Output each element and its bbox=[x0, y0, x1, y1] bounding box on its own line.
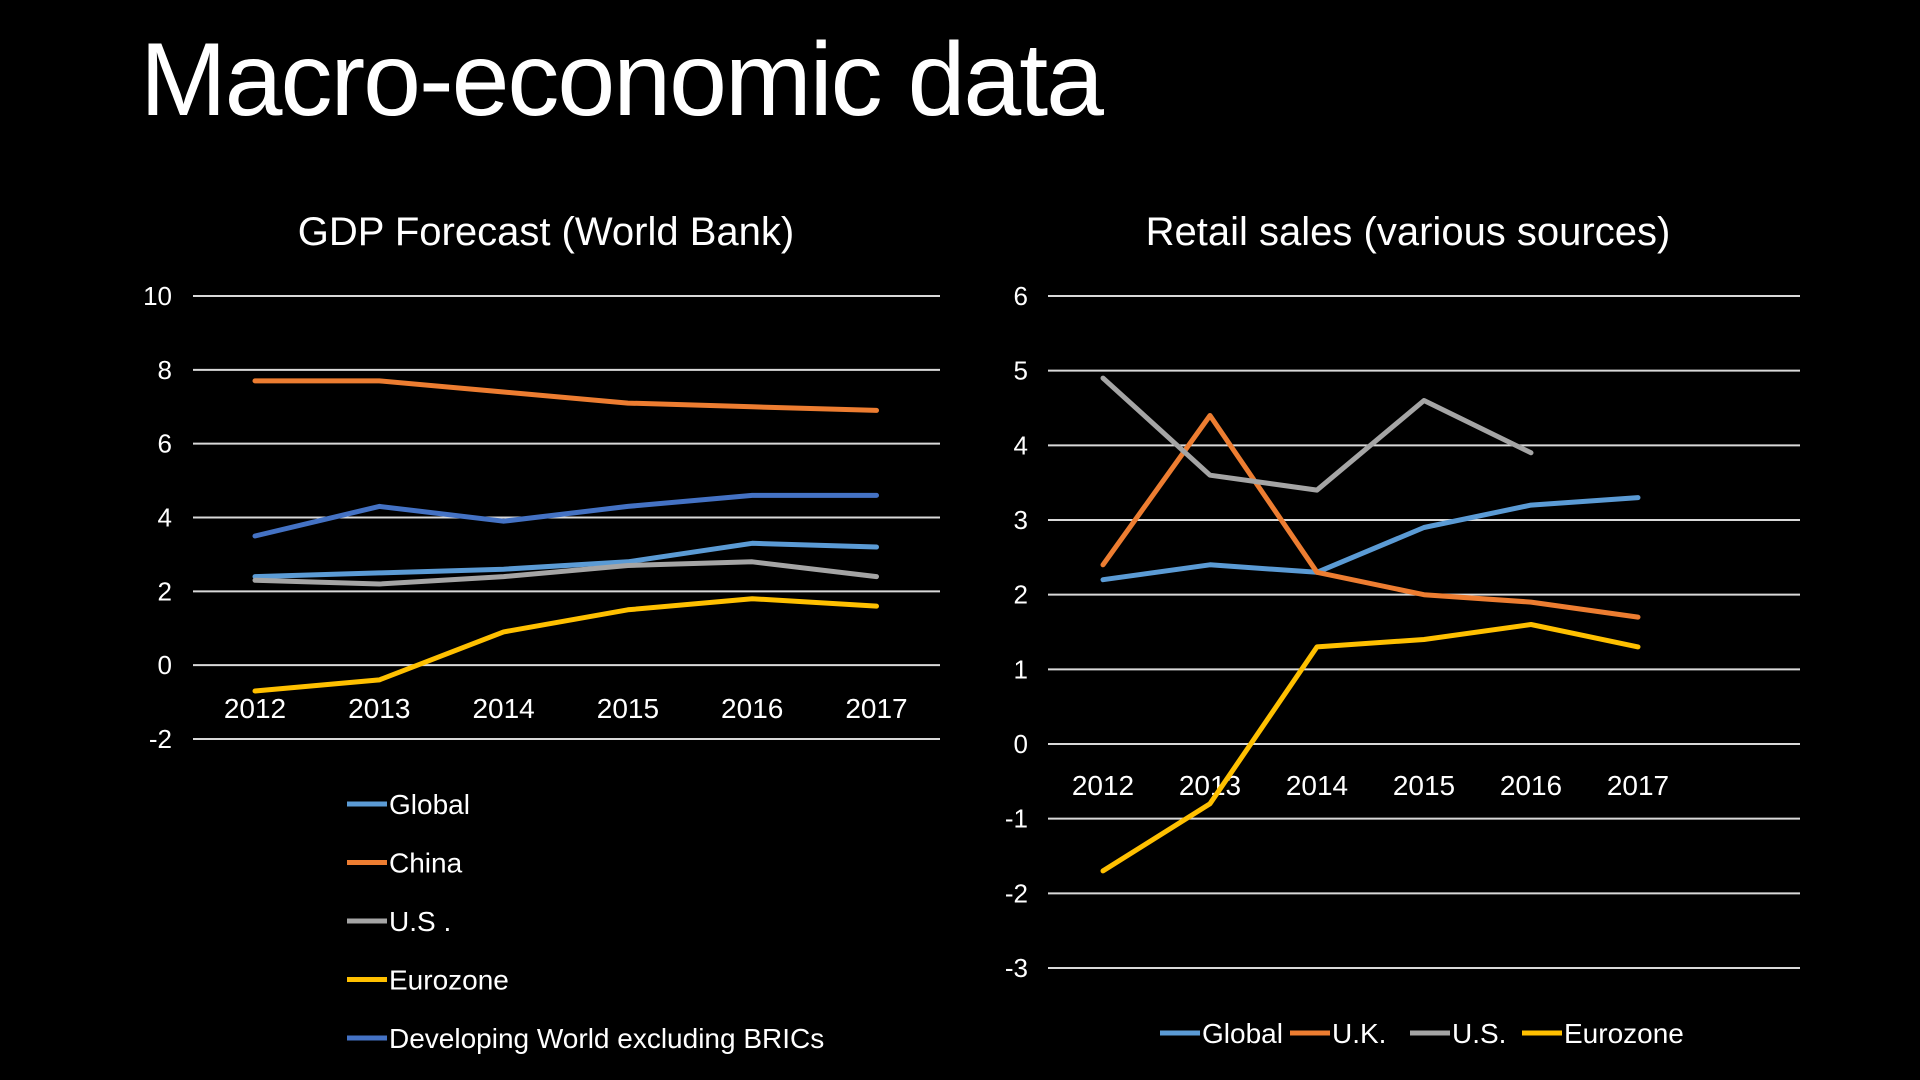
legend-label-global: Global bbox=[1202, 1018, 1283, 1049]
legend-label-eurozone: Eurozone bbox=[1564, 1018, 1684, 1049]
series-line-global bbox=[1100, 495, 1641, 583]
y-tick-label: 6 bbox=[158, 429, 172, 459]
x-tick-label: 2015 bbox=[1393, 770, 1455, 801]
series-line-u-s bbox=[252, 559, 879, 587]
x-tick-label: 2017 bbox=[845, 693, 907, 724]
y-tick-label: 0 bbox=[1014, 729, 1028, 759]
y-tick-label: -3 bbox=[1005, 953, 1028, 983]
series-line-developing-world-excluding-brics bbox=[252, 492, 879, 539]
y-tick-label: 2 bbox=[1014, 580, 1028, 610]
y-tick-label: -2 bbox=[1005, 878, 1028, 908]
series-line-u-k bbox=[1100, 413, 1641, 620]
y-tick-label: 5 bbox=[1014, 356, 1028, 386]
legend-label-u-s: U.S . bbox=[389, 906, 451, 937]
x-tick-label: 2015 bbox=[597, 693, 659, 724]
y-tick-label: -2 bbox=[149, 724, 172, 754]
x-tick-label: 2016 bbox=[1500, 770, 1562, 801]
legend-label-china: China bbox=[389, 848, 463, 879]
x-tick-label: 2012 bbox=[1072, 770, 1134, 801]
series-line-global bbox=[252, 540, 879, 580]
series-line-eurozone bbox=[1100, 622, 1641, 874]
y-tick-label: 0 bbox=[158, 650, 172, 680]
x-tick-label: 2013 bbox=[348, 693, 410, 724]
y-tick-label: 8 bbox=[158, 355, 172, 385]
legend-label-u-s: U.S. bbox=[1452, 1018, 1506, 1049]
x-tick-label: 2014 bbox=[1286, 770, 1348, 801]
x-tick-label: 2012 bbox=[224, 693, 286, 724]
series-line-u-s bbox=[1100, 375, 1534, 493]
chart-title: Retail sales (various sources) bbox=[1146, 210, 1671, 254]
x-tick-label: 2017 bbox=[1607, 770, 1669, 801]
y-tick-label: -1 bbox=[1005, 804, 1028, 834]
y-tick-label: 3 bbox=[1014, 505, 1028, 535]
y-tick-label: 1 bbox=[1014, 654, 1028, 684]
chart-title: GDP Forecast (World Bank) bbox=[298, 210, 794, 254]
legend-label-u-k: U.K. bbox=[1332, 1018, 1386, 1049]
series-line-china bbox=[252, 378, 879, 413]
y-tick-label: 2 bbox=[158, 576, 172, 606]
series-line-eurozone bbox=[252, 596, 879, 694]
legend-label-eurozone: Eurozone bbox=[389, 965, 509, 996]
slide-title: Macro-economic data bbox=[140, 22, 1104, 138]
x-tick-label: 2016 bbox=[721, 693, 783, 724]
legend-label-global: Global bbox=[389, 789, 470, 820]
y-tick-label: 4 bbox=[158, 503, 172, 533]
x-tick-label: 2014 bbox=[472, 693, 534, 724]
legend-label-developing-world-excluding-brics: Developing World excluding BRICs bbox=[389, 1023, 824, 1054]
y-tick-label: 10 bbox=[143, 281, 172, 311]
y-tick-label: 4 bbox=[1014, 430, 1028, 460]
y-tick-label: 6 bbox=[1014, 281, 1028, 311]
gdp-forecast-chart: GDP Forecast (World Bank) 10 8 6 4 2 0 -2 2012 20… bbox=[143, 210, 940, 1054]
